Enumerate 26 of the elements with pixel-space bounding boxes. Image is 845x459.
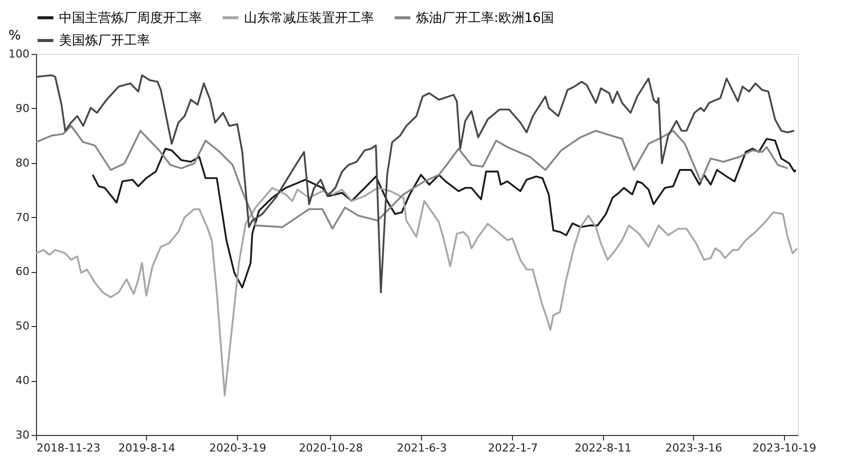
legend-label: 美国炼厂开工率 <box>59 32 150 48</box>
legend-label: 中国主营炼厂周度开工率 <box>59 10 202 26</box>
x-tick-label: 2018-11-23 <box>36 442 100 454</box>
x-tick-label: 2020-3-19 <box>209 442 266 454</box>
line-series <box>92 138 797 288</box>
y-tick-label: 30 <box>16 428 30 442</box>
x-tick-label: 2019-8-14 <box>118 442 176 454</box>
x-tick-label: 2021-6-3 <box>396 442 447 454</box>
line-series <box>35 186 798 396</box>
y-tick-label: 90 <box>16 102 30 115</box>
y-tick-label: 70 <box>16 210 30 224</box>
y-tick-label: 80 <box>16 156 30 170</box>
x-tick-label: 2023-10-19 <box>752 442 816 454</box>
legend-label: 山东常减压装置开工率 <box>244 10 374 26</box>
y-tick-label: 100 <box>8 48 30 60</box>
y-tick-label: 40 <box>16 374 30 388</box>
x-tick-label: 2022-8-11 <box>574 442 632 454</box>
y-tick-label: 50 <box>16 320 30 333</box>
y-axis-title: % <box>8 28 21 44</box>
line-series <box>35 124 788 230</box>
legend-label: 炼油厂开工率:欧洲16国 <box>416 10 554 26</box>
line-series <box>35 74 796 294</box>
y-tick-label: 60 <box>16 265 30 278</box>
x-tick-label: 2022-1-7 <box>488 442 538 454</box>
x-tick-label: 2023-3-16 <box>665 442 722 454</box>
x-tick-label: 2020-10-28 <box>298 442 363 454</box>
